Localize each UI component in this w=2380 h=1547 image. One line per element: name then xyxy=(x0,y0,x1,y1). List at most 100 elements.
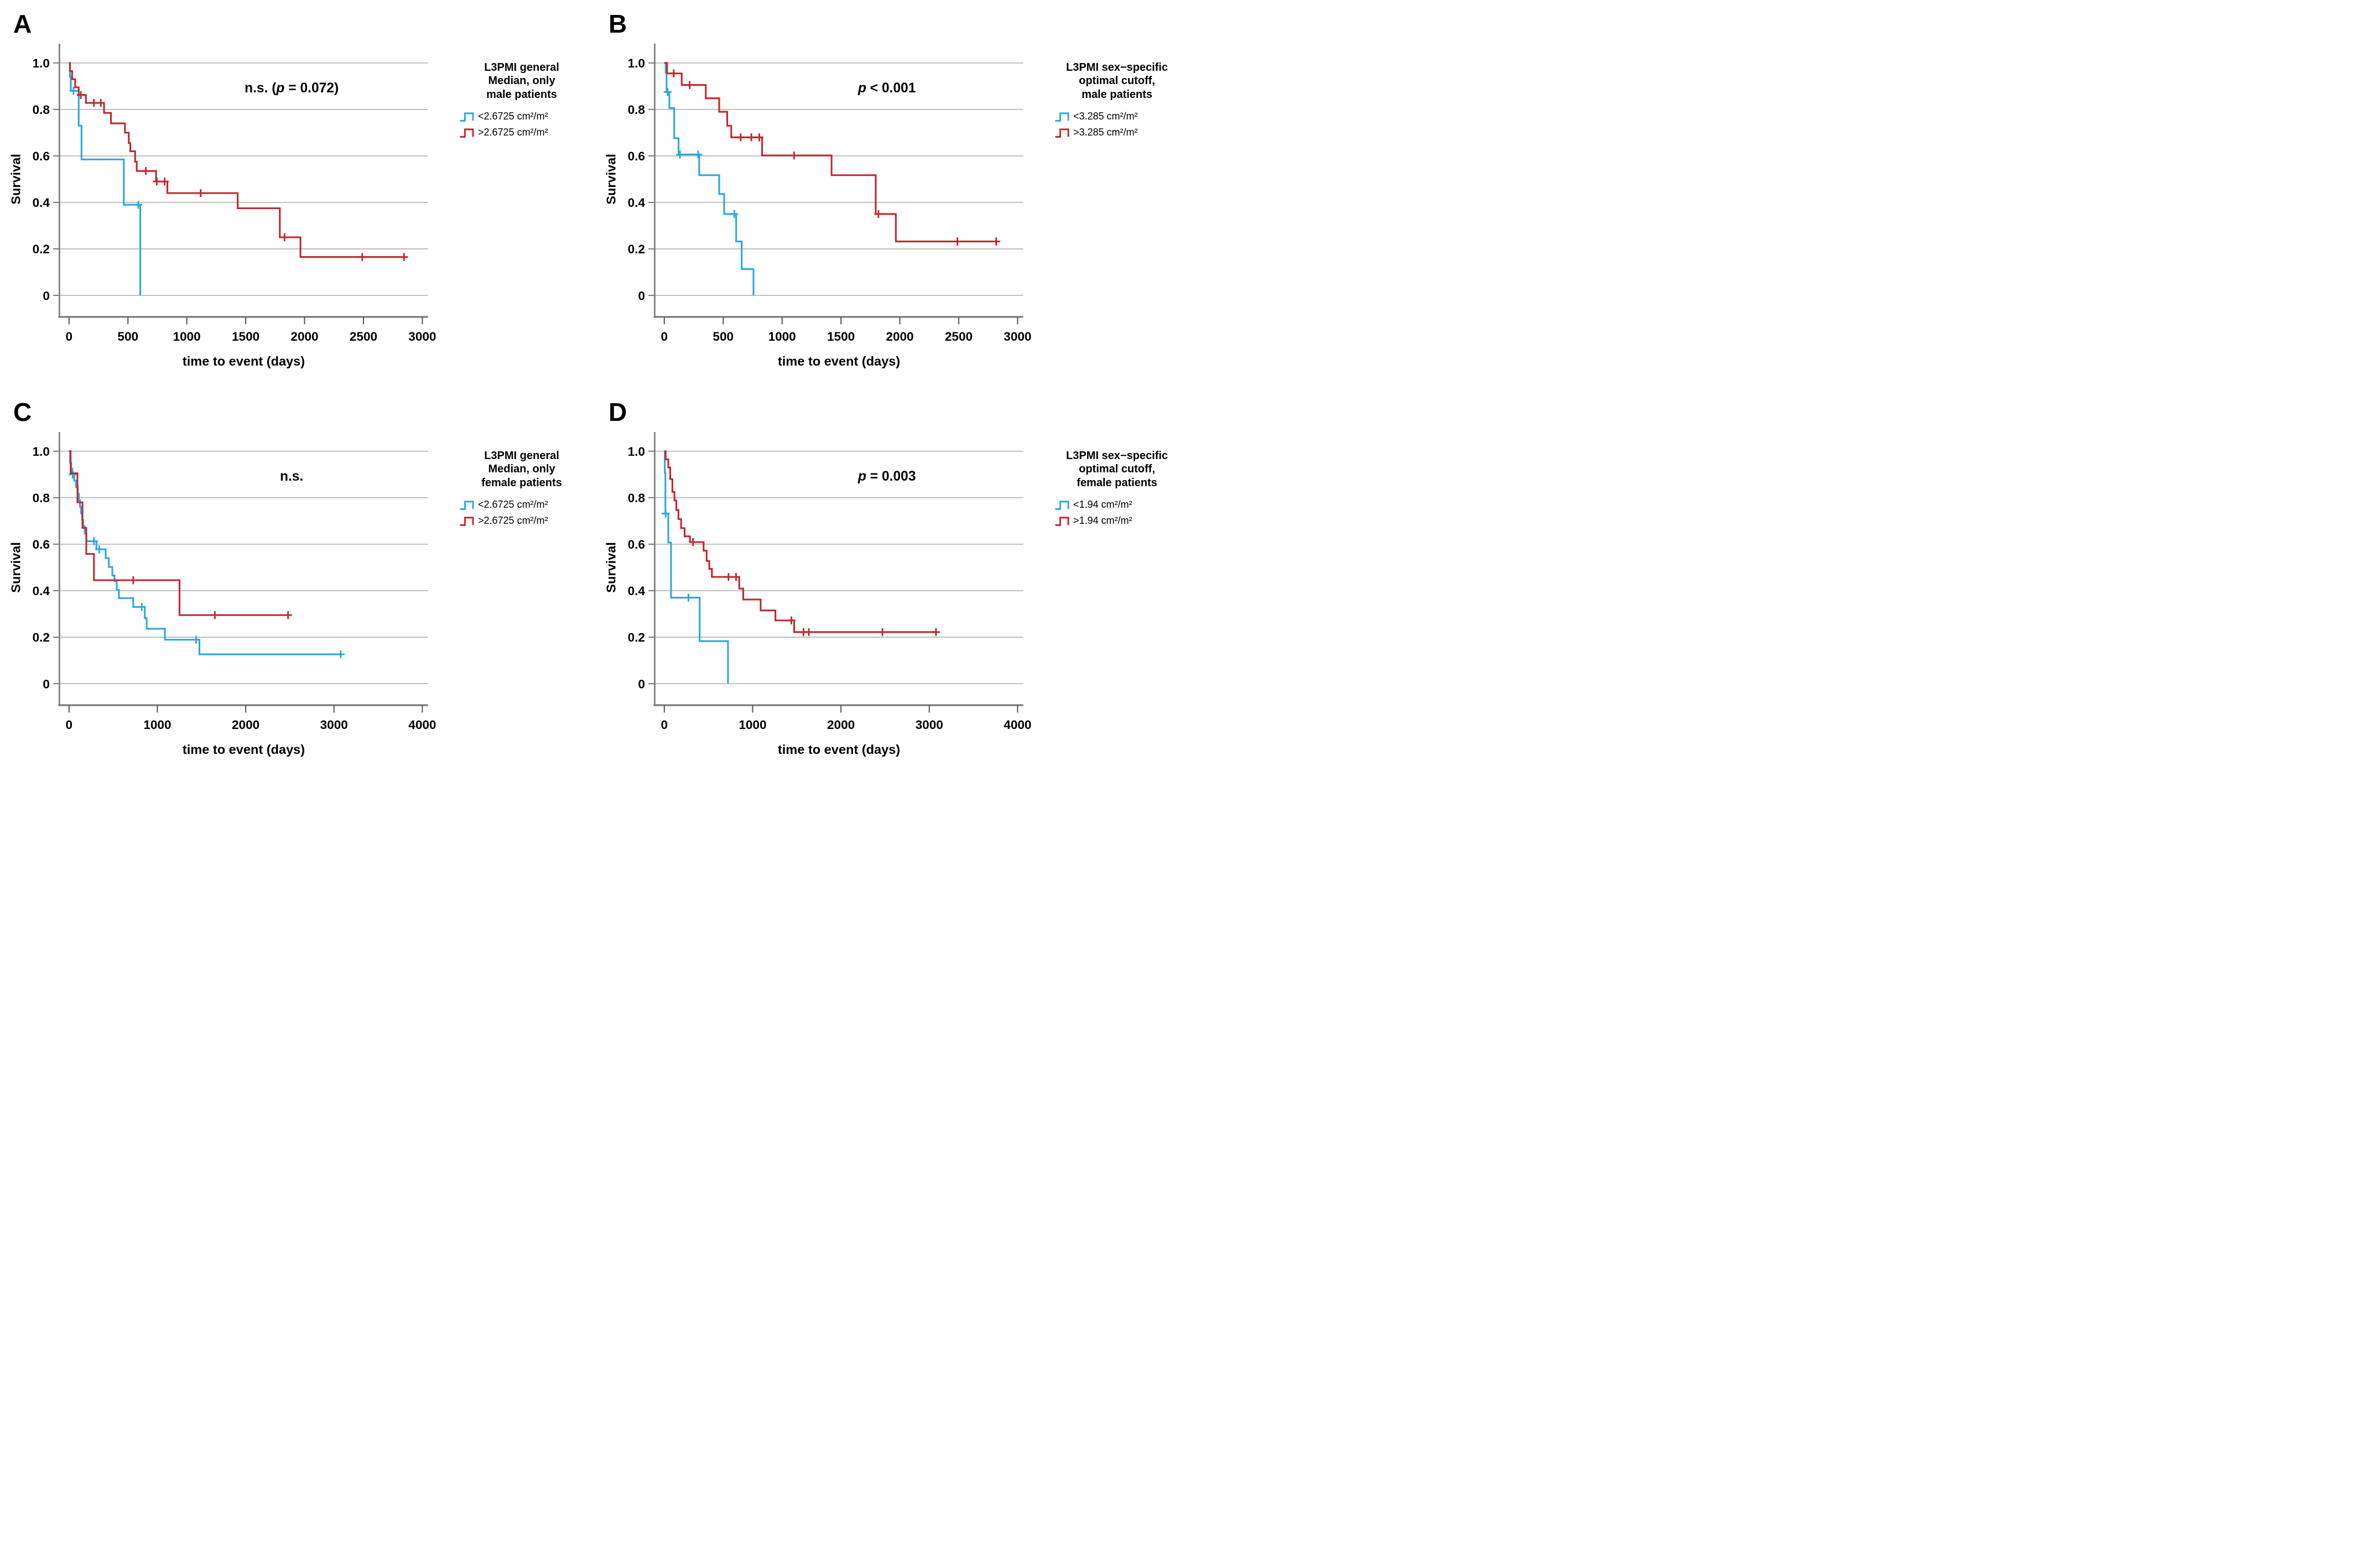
legend-a: L3PMI general Median, only male patients… xyxy=(456,61,588,141)
y-tick-label: 0.2 xyxy=(628,242,645,256)
panel-letter-c: C xyxy=(13,398,33,426)
p-value-annotation: p < 0.001 xyxy=(858,81,916,96)
censor-mark xyxy=(400,253,408,261)
censor-mark xyxy=(192,636,200,644)
y-tick-label: 0.8 xyxy=(33,103,50,117)
legend-label: >1.94 cm²/m² xyxy=(1073,515,1132,527)
x-axis-title: time to event (days) xyxy=(778,742,900,757)
panel-a: A 1.0 0.8 0.6 0.4 0.2 0 0 500 1000 1500 2000 2500 30… xyxy=(0,6,595,379)
y-tick-label: 0.6 xyxy=(628,538,645,551)
censor-mark xyxy=(724,572,733,581)
censor-mark xyxy=(662,509,670,518)
y-axis-title: Survival xyxy=(604,542,619,593)
legend-title-b: L3PMI sex−specific optimal cutoff, male … xyxy=(1051,61,1183,101)
censor-mark xyxy=(358,253,366,261)
survival-curve-below-cutoff xyxy=(69,62,142,296)
p-value-annotation: n.s. xyxy=(280,469,303,484)
x-tick-label: 2000 xyxy=(290,330,318,343)
y-axis-title: Survival xyxy=(9,154,23,205)
x-tick-label: 1000 xyxy=(739,718,766,732)
legend-item-above-cutoff: >1.94 cm²/m² xyxy=(1054,513,1183,528)
legend-title-line: male patients xyxy=(486,88,557,101)
x-tick-label: 1500 xyxy=(232,330,259,343)
legend-title-line: L3PMI sex−specific xyxy=(1066,61,1168,74)
legend-title-line: Median, only xyxy=(488,75,555,87)
censor-mark xyxy=(129,576,138,585)
legend-label: <1.94 cm²/m² xyxy=(1073,499,1132,511)
y-tick-label: 0.4 xyxy=(628,584,646,598)
x-tick-label: 3000 xyxy=(1004,330,1031,343)
censor-mark xyxy=(953,237,962,246)
censor-mark xyxy=(878,628,887,636)
y-tick-label: 1.0 xyxy=(33,445,50,459)
x-tick-label: 1000 xyxy=(768,330,796,343)
panel-letter-b: B xyxy=(609,9,628,38)
legend-item-below-cutoff: <3.285 cm²/m² xyxy=(1054,109,1183,124)
x-tick-label: 2000 xyxy=(827,718,855,732)
x-tick-label: 3000 xyxy=(408,330,436,343)
y-axis-title: Survival xyxy=(9,542,23,593)
censor-mark xyxy=(874,210,882,218)
censor-mark xyxy=(932,628,940,636)
legend-label: >2.6725 cm²/m² xyxy=(478,515,548,527)
x-tick-label: 0 xyxy=(66,330,73,343)
survival-curve-above-cutoff xyxy=(69,450,289,616)
legend-label: >3.285 cm²/m² xyxy=(1073,127,1138,138)
x-axis-title: time to event (days) xyxy=(183,354,305,368)
legend-label: >2.6725 cm²/m² xyxy=(478,127,548,138)
y-tick-label: 0.6 xyxy=(33,538,50,551)
legend-d: L3PMI sex−specific optimal cutoff, femal… xyxy=(1051,449,1183,529)
x-tick-label: 0 xyxy=(661,330,668,343)
legend-title-line: female patients xyxy=(1077,476,1157,489)
censor-mark xyxy=(736,133,745,142)
y-tick-label: 0.2 xyxy=(628,631,645,644)
x-tick-label: 2000 xyxy=(232,718,259,732)
survival-curve-above-cutoff xyxy=(69,62,405,258)
censor-mark xyxy=(336,650,345,659)
censor-mark xyxy=(69,470,77,478)
x-tick-label: 1000 xyxy=(173,330,201,343)
survival-curve-above-cutoff xyxy=(664,62,999,243)
x-tick-label: 1000 xyxy=(143,718,171,732)
legend-list: <3.285 cm²/m² >3.285 cm²/m² xyxy=(1051,109,1183,140)
legend-item-below-cutoff: <2.6725 cm²/m² xyxy=(459,497,588,512)
y-tick-label: 0 xyxy=(43,677,50,691)
censor-mark xyxy=(134,200,143,209)
survival-curve-above-cutoff xyxy=(664,450,937,633)
censor-mark xyxy=(790,151,798,160)
panel-letter-a: A xyxy=(13,9,33,38)
y-tick-label: 0.4 xyxy=(628,196,646,210)
x-tick-label: 2500 xyxy=(350,330,377,343)
step-line-icon xyxy=(460,128,474,138)
x-tick-label: 2000 xyxy=(886,330,913,343)
x-tick-label: 1500 xyxy=(827,330,855,343)
censor-mark xyxy=(747,133,756,142)
step-line-icon xyxy=(460,112,474,122)
legend-title-line: optimal cutoff, xyxy=(1079,463,1155,476)
censor-mark xyxy=(95,545,103,554)
survival-curve-below-cutoff xyxy=(664,450,729,684)
x-tick-label: 4000 xyxy=(408,718,436,732)
y-tick-label: 0.8 xyxy=(628,491,645,505)
y-tick-label: 0.6 xyxy=(33,149,50,163)
panel-d: D 1.0 0.8 0.6 0.4 0.2 0 0 1000 2000 3000 4000 time … xyxy=(595,394,1191,768)
x-axis-title: time to event (days) xyxy=(778,354,900,368)
censor-mark xyxy=(153,177,161,186)
x-tick-label: 2500 xyxy=(945,330,973,343)
censor-mark xyxy=(992,237,1000,246)
censor-mark xyxy=(669,69,678,77)
censor-mark xyxy=(804,628,813,636)
y-tick-label: 0.8 xyxy=(33,491,50,505)
km-figure-grid: A 1.0 0.8 0.6 0.4 0.2 0 0 500 1000 1500 2000 2500 30… xyxy=(0,0,1191,784)
legend-title-c: L3PMI general Median, only female patien… xyxy=(456,449,588,489)
y-tick-label: 0 xyxy=(638,677,645,691)
censor-mark xyxy=(142,167,150,175)
panel-letter-d: D xyxy=(609,398,628,426)
x-axis-title: time to event (days) xyxy=(183,742,305,757)
censor-mark xyxy=(160,177,169,186)
x-tick-label: 0 xyxy=(66,718,73,732)
censor-mark xyxy=(694,150,703,159)
km-chart-d: 1.0 0.8 0.6 0.4 0.2 0 0 1000 2000 3000 4000 time to… xyxy=(604,431,1031,757)
x-tick-label: 3000 xyxy=(916,718,943,732)
x-tick-label: 4000 xyxy=(1004,718,1031,732)
